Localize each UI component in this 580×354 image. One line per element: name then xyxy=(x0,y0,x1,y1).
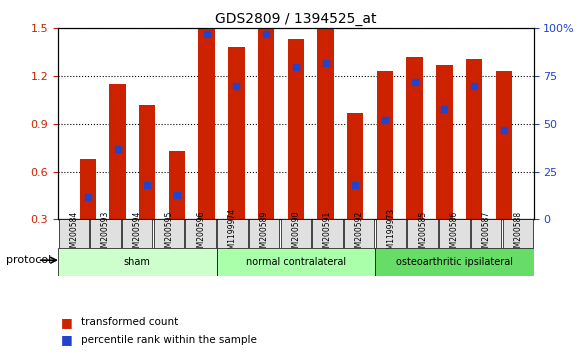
FancyBboxPatch shape xyxy=(502,219,533,248)
FancyBboxPatch shape xyxy=(376,219,406,248)
Text: percentile rank within the sample: percentile rank within the sample xyxy=(81,335,256,345)
Bar xyxy=(79,159,96,219)
FancyBboxPatch shape xyxy=(122,219,153,248)
Point xyxy=(113,146,122,152)
FancyBboxPatch shape xyxy=(154,219,184,248)
Point xyxy=(202,31,211,37)
Point xyxy=(440,106,449,112)
Point xyxy=(350,182,360,188)
Text: ■: ■ xyxy=(61,333,72,346)
Bar xyxy=(258,0,274,219)
Text: osteoarthritic ipsilateral: osteoarthritic ipsilateral xyxy=(396,257,513,267)
FancyBboxPatch shape xyxy=(249,219,280,248)
Text: GSM200592: GSM200592 xyxy=(355,211,364,257)
Text: sham: sham xyxy=(124,257,151,267)
Bar xyxy=(347,113,364,219)
Bar xyxy=(169,151,185,219)
Point xyxy=(143,182,152,188)
Text: GSM200589: GSM200589 xyxy=(260,211,269,257)
Bar xyxy=(228,47,245,219)
Bar xyxy=(317,28,334,219)
Bar xyxy=(377,72,393,219)
FancyBboxPatch shape xyxy=(216,248,375,276)
Bar xyxy=(139,105,155,219)
FancyBboxPatch shape xyxy=(217,219,248,248)
Text: protocol: protocol xyxy=(6,255,51,265)
Text: GSM200585: GSM200585 xyxy=(418,211,427,257)
Text: GSM200587: GSM200587 xyxy=(481,211,491,257)
Text: GSM200588: GSM200588 xyxy=(513,211,522,257)
FancyBboxPatch shape xyxy=(375,248,534,276)
Text: GSM200590: GSM200590 xyxy=(291,210,300,257)
Text: ■: ■ xyxy=(61,316,72,329)
Point xyxy=(291,64,300,69)
Text: GSM200593: GSM200593 xyxy=(101,210,110,257)
Text: GSM1199974: GSM1199974 xyxy=(228,208,237,259)
Title: GDS2809 / 1394525_at: GDS2809 / 1394525_at xyxy=(215,12,376,26)
Text: normal contralateral: normal contralateral xyxy=(246,257,346,267)
FancyBboxPatch shape xyxy=(407,219,438,248)
FancyBboxPatch shape xyxy=(344,219,375,248)
Point xyxy=(321,60,330,65)
Text: GSM200596: GSM200596 xyxy=(196,210,205,257)
Text: transformed count: transformed count xyxy=(81,317,177,327)
Text: GSM200594: GSM200594 xyxy=(133,210,142,257)
Bar xyxy=(466,58,482,219)
Point xyxy=(410,79,419,85)
Point xyxy=(83,194,92,199)
Point xyxy=(262,31,271,37)
Bar xyxy=(110,84,126,219)
Text: GSM200591: GSM200591 xyxy=(323,211,332,257)
Text: GSM200584: GSM200584 xyxy=(70,211,78,257)
FancyBboxPatch shape xyxy=(58,248,216,276)
Point xyxy=(469,83,478,88)
FancyBboxPatch shape xyxy=(90,219,121,248)
FancyBboxPatch shape xyxy=(186,219,216,248)
Bar xyxy=(436,65,452,219)
Bar xyxy=(198,0,215,219)
Point xyxy=(499,127,509,132)
Bar xyxy=(288,40,304,219)
FancyBboxPatch shape xyxy=(281,219,311,248)
Point xyxy=(232,83,241,88)
Text: GSM200595: GSM200595 xyxy=(165,210,173,257)
FancyBboxPatch shape xyxy=(59,219,89,248)
FancyBboxPatch shape xyxy=(471,219,501,248)
Text: GSM1199973: GSM1199973 xyxy=(386,208,396,259)
Bar xyxy=(407,57,423,219)
FancyBboxPatch shape xyxy=(312,219,343,248)
Text: GSM200586: GSM200586 xyxy=(450,211,459,257)
Point xyxy=(380,117,390,123)
Point xyxy=(172,192,182,198)
FancyBboxPatch shape xyxy=(439,219,470,248)
Bar xyxy=(496,72,512,219)
